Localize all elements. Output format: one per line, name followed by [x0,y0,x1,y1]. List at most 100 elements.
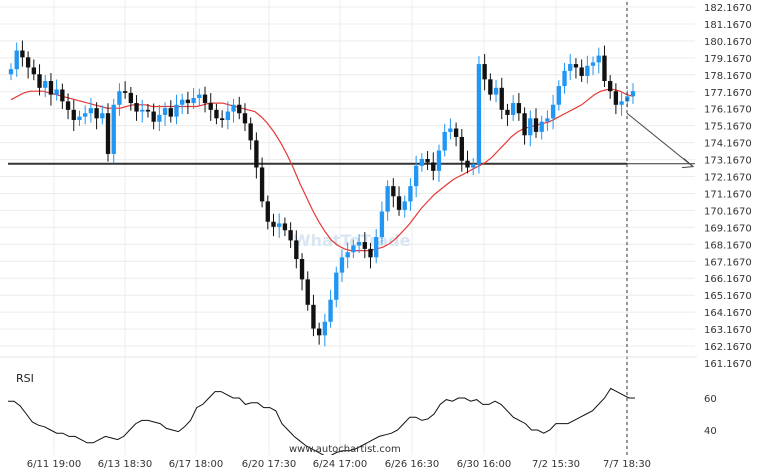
candle-body [413,165,419,187]
candle-body [248,123,253,141]
candle-body [145,109,151,112]
candle-body [242,113,248,124]
candle-body [219,118,225,121]
candle-body [191,97,196,104]
candle-body [528,118,533,136]
candle-body [402,201,407,210]
x-tick-label: 6/13 18:30 [98,459,152,470]
candle-body [14,50,19,70]
candle-body [351,245,356,253]
candle-body [362,242,367,249]
candle-body [396,196,402,210]
y-tick-label: 182.1670 [704,3,752,14]
candle-body [379,211,385,237]
candle-body [277,223,282,227]
candle-body [408,186,413,202]
y-axis-ticks: 182.1670 181.1670 180.1670 179.1670 178.1670… [704,3,752,370]
y-tick-label: 179.1670 [704,54,752,65]
candle-body [94,108,99,119]
candle-body [448,128,453,132]
candle-body [316,328,322,336]
candle-body [111,104,116,154]
candle-body [385,186,390,212]
y-tick-label: 181.1670 [704,20,752,31]
candle-body [488,79,493,95]
candle-body [539,121,544,132]
candle-body [197,94,202,98]
candle-body [510,103,516,115]
candle-body [562,70,567,87]
candle-body [20,50,25,58]
x-axis-band [0,455,697,475]
candle-body [442,131,447,151]
candle-body [425,159,430,163]
candle-body [237,104,242,114]
candle-body [162,108,168,115]
x-tick-label: 6/17 18:00 [169,459,223,470]
candle-body [43,81,48,88]
candle-body [328,299,333,322]
rsi-tick-label: 60 [704,394,717,405]
candle-body [168,108,173,117]
candle-body [322,321,328,336]
candle-body [254,140,259,168]
candle-body [311,304,316,329]
candle-body [208,103,213,110]
candle-body [436,150,442,171]
candle-body [459,136,464,161]
candle-body [339,257,345,273]
y-tick-label: 164.1670 [704,308,752,319]
rsi-axis-ticks: 60 40 [704,394,717,437]
candle-body [465,160,470,168]
candle-body [482,64,487,80]
candle-body [345,252,350,258]
candle-body [533,118,539,132]
y-tick-label: 168.1670 [704,240,752,251]
candle-body [493,87,499,95]
candle-body [185,99,191,104]
x-tick-label: 6/11 19:00 [27,459,81,470]
candle-body [596,55,601,63]
candle-body [105,113,111,154]
candle-body [471,164,476,168]
rsi-tick-label: 40 [704,426,717,437]
candle-body [391,186,396,197]
x-tick-label: 6/20 17:30 [242,459,296,470]
y-tick-label: 163.1670 [704,325,752,336]
y-tick-label: 171.1670 [704,189,752,200]
candle-body [619,101,624,105]
candle-body [231,104,236,112]
candle-body [54,89,59,95]
candle-body [568,64,573,71]
candle-body [174,104,179,117]
candle-body [214,109,219,119]
candle-body [37,74,42,88]
candle-body [134,103,139,112]
x-tick-label: 7/7 18:30 [603,459,651,470]
candle-body [516,103,522,114]
candle-body [157,114,162,122]
candle-body [151,111,156,122]
candle-body [265,201,270,222]
candle-body [505,109,510,115]
y-tick-label: 169.1670 [704,223,752,234]
candle-body [356,242,362,246]
x-axis-ticks: 6/11 19:00 6/13 18:30 6/17 18:00 6/20 17:30… [27,459,651,470]
y-tick-label: 178.1670 [704,71,752,82]
candle-body [476,64,482,165]
candle-body [202,94,208,104]
candle-body [288,230,293,241]
candle-body [282,223,288,231]
candle-body [334,272,339,300]
candle-body [180,99,185,105]
candle-body [88,108,94,114]
candlesticks [8,40,636,347]
candle-body [128,92,134,104]
horizontal-gridlines [0,6,695,347]
rsi-title: RSI [16,372,34,385]
forecast-arrow-head [681,158,695,169]
y-tick-label: 175.1670 [704,122,752,133]
candle-body [602,55,607,82]
candle-body [122,91,128,93]
